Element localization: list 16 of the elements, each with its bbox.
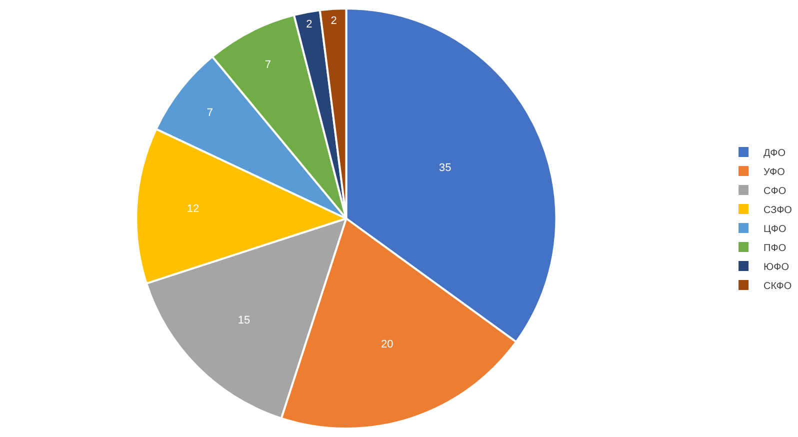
legend-label: ДФО bbox=[764, 148, 786, 159]
data-label: 20 bbox=[380, 338, 394, 350]
legend-label: ПФО bbox=[764, 242, 786, 254]
legend-label: ЮФО bbox=[764, 262, 790, 273]
legend-label: СЗФО bbox=[764, 204, 792, 216]
legend-label: СКФО bbox=[764, 280, 792, 292]
data-label: 7 bbox=[206, 106, 214, 119]
legend-label: ЦФО bbox=[764, 224, 787, 235]
data-label: 2 bbox=[330, 15, 337, 28]
data-label: 35 bbox=[439, 162, 452, 174]
data-label: 7 bbox=[264, 58, 271, 71]
legend-label: УФО bbox=[764, 166, 786, 178]
legend-label: СФО bbox=[764, 186, 786, 197]
data-label: 15 bbox=[238, 314, 250, 327]
data-label: 12 bbox=[186, 202, 200, 215]
data-label: 2 bbox=[306, 18, 312, 30]
